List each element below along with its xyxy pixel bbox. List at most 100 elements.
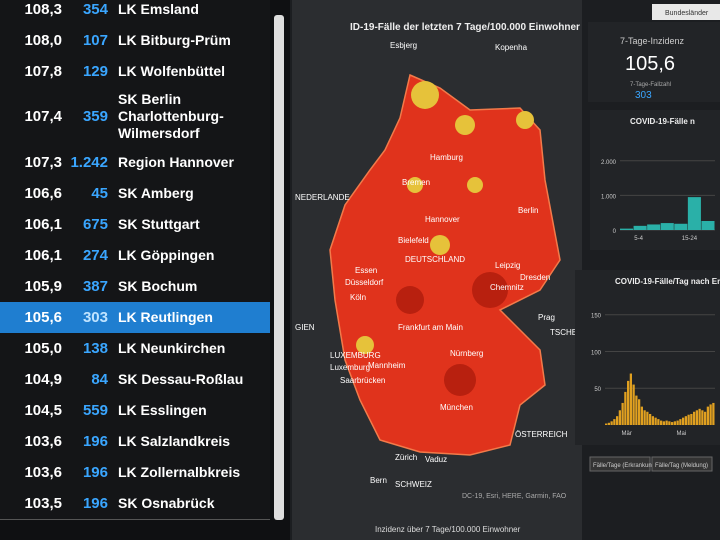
bar — [673, 421, 676, 425]
list-row[interactable]: 103,5 196 SK Osnabrück — [0, 488, 270, 520]
place-label: Kopenha — [495, 43, 528, 52]
list-row[interactable]: 107,4 359 SK Berlin Charlottenburg-Wilmers… — [0, 87, 270, 148]
bar — [624, 391, 627, 425]
bar — [649, 413, 652, 425]
place-label: LUXEMBURG — [330, 351, 381, 360]
place-label: Vaduz — [425, 455, 447, 464]
highlight-region — [455, 115, 475, 135]
incidence: 107,4 — [24, 108, 62, 125]
bar — [660, 223, 674, 230]
bar — [674, 223, 688, 230]
place-label: Esbjerg — [390, 41, 417, 50]
bar — [605, 423, 608, 425]
list-row[interactable]: 106,1 675 SK Stuttgart — [0, 209, 270, 241]
case-count: 559 — [82, 402, 108, 419]
incidence: 106,1 — [24, 216, 62, 233]
incidence: 104,5 — [24, 402, 62, 419]
place-label: GIEN — [295, 323, 315, 332]
list-row[interactable]: 107,3 1.242 Region Hannover — [0, 147, 270, 179]
list-row[interactable]: 106,6 45 SK Amberg — [0, 178, 270, 210]
list-row[interactable]: 108,0 107 LK Bitburg-Prüm — [0, 25, 270, 57]
case-count: 303 — [82, 309, 108, 326]
place-label: Hamburg — [430, 153, 463, 162]
bar — [712, 402, 715, 425]
place-label: Luxemburg — [330, 363, 370, 372]
incidence: 108,0 — [24, 32, 62, 49]
bar — [621, 402, 624, 425]
incidence: 105,9 — [24, 278, 62, 295]
bar — [638, 399, 641, 425]
case-count: 196 — [82, 495, 108, 512]
place-label: Frankfurt am Main — [398, 323, 463, 332]
bar — [657, 419, 660, 425]
list-row[interactable]: 104,5 559 LK Esslingen — [0, 395, 270, 427]
place-label: Saarbrücken — [340, 376, 385, 385]
place-label: DEUTSCHLAND — [405, 255, 465, 264]
bar — [671, 422, 674, 425]
place-label: Köln — [350, 293, 366, 302]
bar — [632, 384, 635, 425]
y-tick-label: 0 — [613, 229, 617, 235]
tab — [589, 456, 651, 472]
list-row[interactable]: 107,8 129 LK Wolfenbüttel — [0, 56, 270, 88]
x-tick-label: Mai — [677, 431, 687, 437]
case-count: 274 — [82, 247, 108, 264]
tab-label: Fälle/Tag (Meldung) — [655, 463, 708, 469]
kpi-panel — [588, 22, 720, 102]
incidence: 105,0 — [24, 340, 62, 357]
place-label: SCHWEIZ — [395, 480, 432, 489]
bar — [651, 416, 654, 425]
kpi-subtitle: 7-Tage-Fallzahl — [630, 82, 671, 88]
place-label: NEDERLANDE — [295, 193, 350, 202]
case-count: 138 — [82, 340, 108, 357]
list-row[interactable]: 104,9 84 SK Dessau-Roßlau — [0, 364, 270, 396]
incidence: 103,5 — [24, 495, 62, 512]
map-title: ID-19-Fälle der letzten 7 Tage/100.000 E… — [350, 22, 580, 33]
incidence: 105,6 — [24, 309, 62, 326]
bar — [690, 413, 693, 425]
incidence: 107,3 — [24, 154, 62, 171]
district-name: LK Neunkirchen — [118, 340, 226, 356]
highlight-region — [411, 81, 439, 109]
y-tick-label: 1.000 — [601, 194, 617, 200]
bar — [613, 419, 616, 425]
bar — [709, 404, 712, 425]
case-count: 354 — [82, 1, 108, 18]
bar — [706, 406, 709, 425]
bar — [665, 420, 668, 425]
district-name: SK Osnabrück — [118, 495, 215, 511]
place-label: Prag — [538, 313, 555, 322]
bar — [693, 411, 696, 425]
incidence: 106,6 — [24, 185, 62, 202]
incidence-list: 108,3 354 LK Emsland 108,0 107 LK Bitburg-Prü… — [0, 0, 290, 540]
case-count: 129 — [82, 63, 108, 80]
bar — [646, 411, 649, 425]
y-tick-label: 100 — [591, 350, 602, 356]
chart-title: COVID-19-Fälle n — [630, 117, 695, 126]
list-row[interactable]: 105,9 387 SK Bochum — [0, 271, 270, 303]
case-count: 196 — [82, 433, 108, 450]
dark-region — [444, 364, 476, 396]
bar — [662, 421, 665, 425]
district-name: LK Reutlingen — [118, 309, 213, 325]
list-row[interactable]: 105,6 303 LK Reutlingen — [0, 302, 270, 334]
list-row[interactable]: 108,3 354 LK Emsland — [0, 0, 270, 26]
bar — [629, 373, 632, 425]
x-tick-label: Mär — [622, 431, 632, 437]
list-row[interactable]: 103,6 196 LK Salzlandkreis — [0, 426, 270, 458]
list-row[interactable]: 105,0 138 LK Neunkirchen — [0, 333, 270, 365]
bar — [616, 416, 619, 425]
list-row[interactable]: 106,1 274 LK Göppingen — [0, 240, 270, 272]
district-name: SK Stuttgart — [118, 216, 200, 232]
highlight-region — [516, 111, 534, 129]
district-name: LK Salzlandkreis — [118, 433, 231, 449]
dark-region — [472, 272, 508, 308]
list-row[interactable]: 103,6 196 LK Zollernalbkreis — [0, 457, 270, 489]
bar — [695, 410, 698, 425]
place-label: Chemnitz — [490, 283, 524, 292]
bundeslaender-button — [652, 4, 720, 20]
bar — [618, 410, 621, 425]
bar — [633, 225, 647, 230]
x-tick-label: 15-24 — [682, 236, 698, 242]
district-name: SK Berlin Charlottenburg-Wilmersdorf — [118, 91, 224, 141]
